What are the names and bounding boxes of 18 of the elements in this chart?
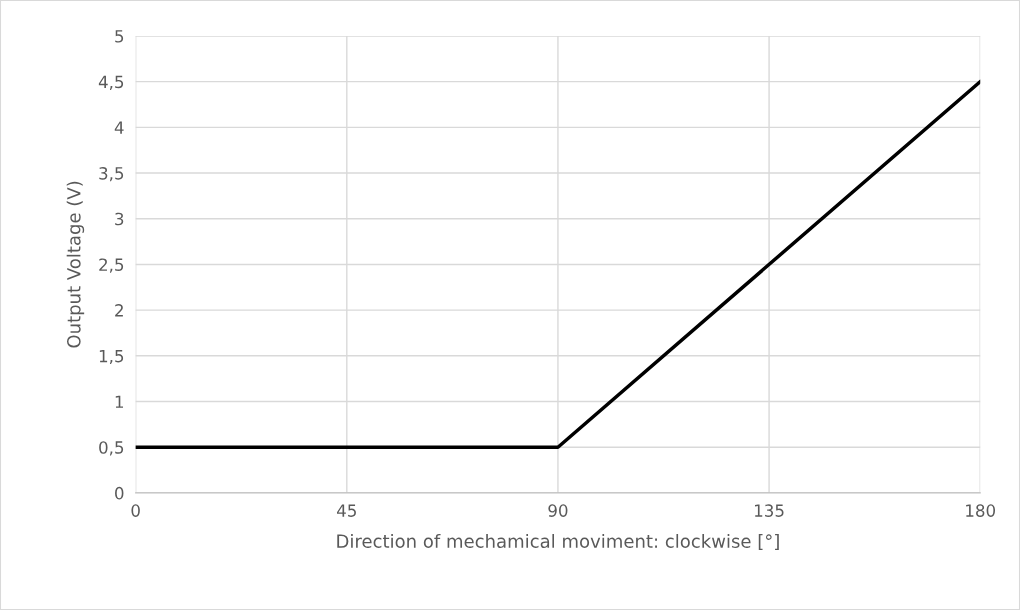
y-tick-label: 2 [115,304,123,317]
x-axis-title: Direction of mechamical moviment: clockwise [°] [337,534,779,551]
y-tick-label: 3 [115,212,124,226]
y-tick-label: 2,5 [99,258,124,273]
x-tick-label: 0 [131,504,140,517]
y-tick-label: 3,5 [99,167,124,182]
y-tick-label: 1,5 [99,349,124,365]
x-tick-label: 135 [755,504,784,517]
y-axis-title: Output Voltage (V) [66,181,85,348]
y-tick-label: 4 [114,121,124,134]
y-tick-label: 0,5 [99,441,124,456]
x-tick-label: 180 [966,504,996,517]
y-tick-label: 1 [115,395,124,408]
y-tick-label: 5 [115,30,124,43]
y-tick-label: 4,5 [98,75,124,90]
x-tick-label: 45 [337,504,356,517]
y-tick-label: 0 [115,486,124,500]
x-tick-label: 90 [548,504,568,517]
